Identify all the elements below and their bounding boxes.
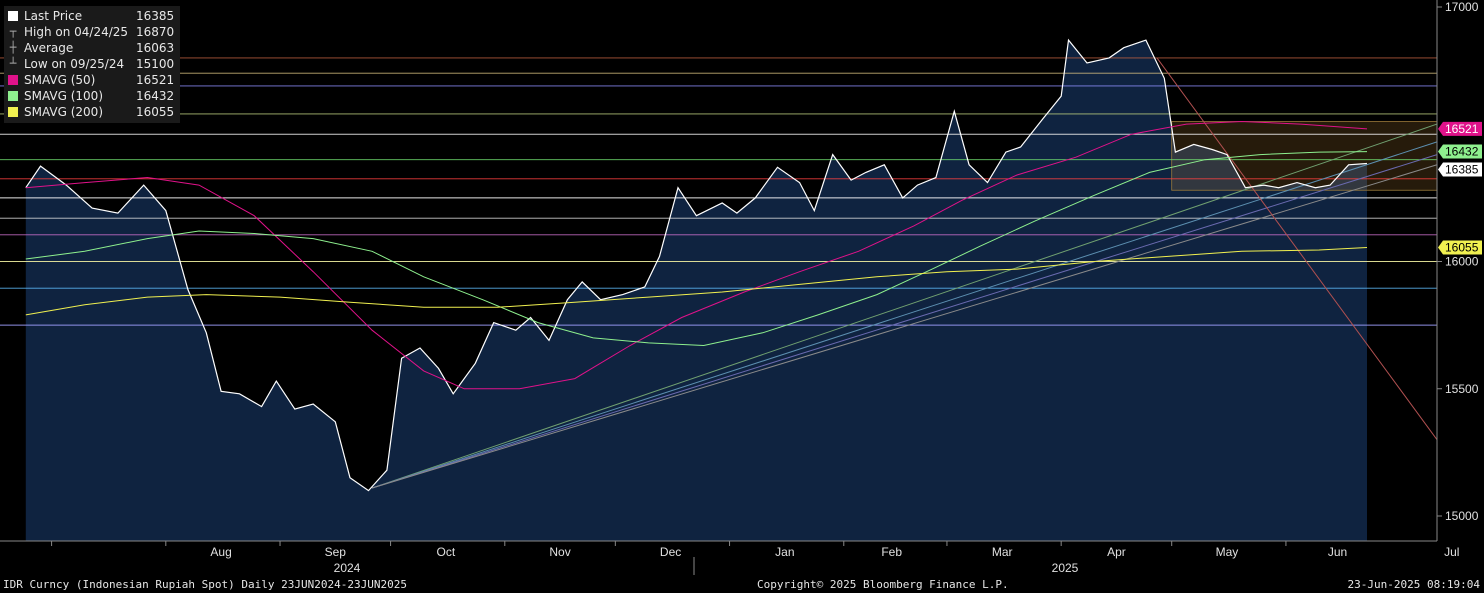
year-label: 2025 xyxy=(1052,561,1079,575)
legend-sma50: SMAVG (50) 16521 xyxy=(8,72,174,88)
sma100-swatch xyxy=(8,91,18,101)
legend-label: Last Price xyxy=(24,9,83,23)
level-lines-layer xyxy=(0,57,1437,326)
last-price-tag: 16385 xyxy=(1438,162,1482,177)
trendline xyxy=(371,154,1438,489)
legend-value: 15100 xyxy=(136,57,175,71)
y-tick-label: 17000 xyxy=(1445,0,1479,14)
legend-average: ┼ Average 16063 xyxy=(8,40,175,56)
y-tick-label: 15500 xyxy=(1445,382,1479,396)
price-tag-label: 16055 xyxy=(1445,241,1479,255)
sma100-line xyxy=(25,151,1368,347)
legend-label: Low on 09/25/24 xyxy=(24,57,125,71)
legend-value: 16521 xyxy=(136,73,175,87)
trendline xyxy=(371,123,1438,489)
legend: Last Price 16385 ┬ High on 04/24/25 1687… xyxy=(4,6,180,123)
last-price-swatch xyxy=(8,11,18,21)
legend-value: 16063 xyxy=(136,41,175,55)
average-marker-icon: ┼ xyxy=(9,41,17,54)
legend-value: 16055 xyxy=(136,105,175,119)
x-tick-label: Dec xyxy=(660,545,681,559)
sma50-line xyxy=(25,120,1368,390)
x-tick-label: Nov xyxy=(549,545,570,559)
x-tick-label: Sep xyxy=(325,545,347,559)
x-tick-label: Jul xyxy=(1444,545,1459,559)
trendline xyxy=(371,141,1438,489)
y-tick-label: 15000 xyxy=(1445,509,1479,523)
legend-value: 16870 xyxy=(136,25,175,39)
footer-timestamp: 23-Jun-2025 08:19:04 xyxy=(1347,578,1480,591)
legend-value: 16385 xyxy=(136,9,175,23)
sma50-price-tag: 16521 xyxy=(1438,121,1482,136)
price-line xyxy=(25,38,1368,492)
trendline xyxy=(372,164,1438,489)
footer-ticker: IDR Curncy (Indonesian Rupiah Spot) Dail… xyxy=(3,578,407,591)
x-tick-label: Oct xyxy=(437,545,456,559)
legend-label: High on 04/24/25 xyxy=(24,25,129,39)
sma200-line xyxy=(25,247,1368,316)
sma200-price-tag: 16055 xyxy=(1438,240,1482,255)
price-tag-bg xyxy=(1438,121,1482,136)
price-tag-bg xyxy=(1438,240,1482,255)
series-layer xyxy=(25,38,1368,492)
x-tick-label: Mar xyxy=(992,545,1013,559)
axes-layer: 15000 15500 16000 17000 Aug Sep Oct Nov Dec Jan Fe… xyxy=(0,0,1479,575)
legend-last-price: Last Price 16385 xyxy=(8,8,174,24)
trendline xyxy=(1156,57,1438,440)
x-tick-label: Jun xyxy=(1328,545,1347,559)
year-label: 2024 xyxy=(334,561,361,575)
price-area xyxy=(25,40,1367,541)
sma200-swatch xyxy=(8,107,18,117)
high-marker-icon: ┬ xyxy=(9,25,17,38)
price-tag-label: 16432 xyxy=(1445,145,1479,159)
x-tick-label: Jan xyxy=(775,545,794,559)
price-tag-label: 16521 xyxy=(1445,122,1479,136)
legend-label: SMAVG (200) xyxy=(24,105,104,119)
price-tag-label: 16385 xyxy=(1445,163,1479,177)
legend-label: SMAVG (100) xyxy=(24,89,104,103)
x-tick-label: Apr xyxy=(1107,545,1126,559)
price-tag-bg xyxy=(1438,162,1482,177)
y-tick-label: 16000 xyxy=(1445,255,1479,269)
x-tick-label: Aug xyxy=(210,545,231,559)
low-marker-icon: ┴ xyxy=(9,57,17,70)
x-tick-label: May xyxy=(1216,545,1239,559)
legend-high: ┬ High on 04/24/25 16870 xyxy=(8,24,175,40)
legend-value: 16432 xyxy=(136,89,175,103)
legend-sma200: SMAVG (200) 16055 xyxy=(8,104,174,120)
trendlines-layer xyxy=(371,57,1438,489)
price-tags-layer: 16521 16432 16385 16055 xyxy=(1438,121,1482,255)
legend-low: ┴ Low on 09/25/24 15100 xyxy=(8,56,175,72)
x-tick-label: Feb xyxy=(881,545,902,559)
legend-label: SMAVG (50) xyxy=(24,73,96,87)
sma100-price-tag: 16432 xyxy=(1438,144,1482,159)
price-tag-bg xyxy=(1438,144,1482,159)
sma50-swatch xyxy=(8,75,18,85)
footer-copyright: Copyright© 2025 Bloomberg Finance L.P. xyxy=(757,578,1009,591)
legend-label: Average xyxy=(24,41,74,55)
legend-sma100: SMAVG (100) 16432 xyxy=(8,88,174,104)
